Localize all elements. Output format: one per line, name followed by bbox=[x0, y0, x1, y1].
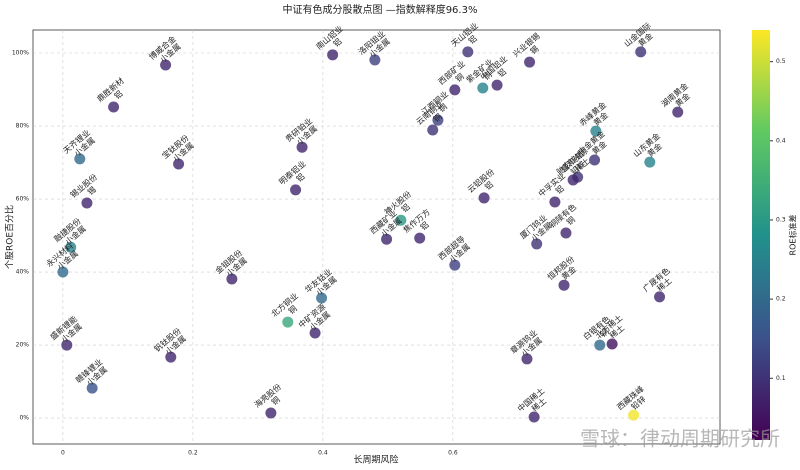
point-label: 南山铝业 bbox=[314, 23, 345, 51]
point bbox=[628, 409, 640, 421]
y-tick-label: 0% bbox=[19, 415, 29, 422]
point bbox=[521, 353, 533, 365]
point bbox=[644, 156, 656, 168]
colorbar-tick-label: 0.1 bbox=[776, 375, 786, 382]
point-label: 鼎胜新材 bbox=[95, 76, 126, 104]
point-sector: 锡 bbox=[529, 44, 541, 56]
y-tick-label: 60% bbox=[16, 196, 30, 203]
point bbox=[81, 197, 93, 209]
point bbox=[654, 291, 666, 303]
point bbox=[524, 56, 536, 68]
x-axis-label: 长周期风险 bbox=[353, 454, 398, 466]
point bbox=[558, 279, 570, 291]
point bbox=[531, 238, 543, 250]
point-label: 中孚实业 bbox=[536, 170, 567, 198]
x-tick-label: 0.2 bbox=[188, 450, 198, 457]
y-tick-label: 100% bbox=[12, 50, 29, 57]
point bbox=[477, 82, 489, 94]
point bbox=[549, 196, 561, 208]
colorbar-label: ROE标准差 bbox=[788, 215, 798, 256]
point-label: 北方铜业 bbox=[269, 291, 300, 319]
point bbox=[265, 407, 277, 419]
point bbox=[567, 174, 579, 186]
y-tick-label: 80% bbox=[16, 123, 30, 130]
point bbox=[414, 232, 426, 244]
point bbox=[491, 79, 503, 91]
point bbox=[369, 54, 381, 66]
point-sector: 锡 bbox=[86, 185, 98, 197]
colorbar-tick-label: 0.4 bbox=[776, 137, 786, 144]
plot-frame bbox=[32, 29, 721, 445]
chart-title: 中证有色成分股散点图 —指数解释度96.3% bbox=[283, 3, 478, 16]
point-label: 明泰铝业 bbox=[277, 158, 308, 186]
point bbox=[462, 46, 474, 58]
point bbox=[594, 339, 606, 351]
point bbox=[449, 84, 461, 96]
y-tick-label: 40% bbox=[16, 269, 30, 276]
point bbox=[74, 153, 86, 165]
watermark: 雪球：律动周期研究所 bbox=[580, 427, 780, 451]
point bbox=[309, 327, 321, 339]
point bbox=[290, 184, 302, 196]
point-label: 西部矿业 bbox=[436, 58, 467, 86]
x-tick-label: 0.4 bbox=[318, 450, 328, 457]
point bbox=[65, 241, 77, 253]
point bbox=[226, 273, 238, 285]
y-axis-label: 个股ROE百分比 bbox=[4, 205, 16, 269]
point-label: 兴业银锡 bbox=[511, 31, 542, 59]
point bbox=[173, 158, 185, 170]
point bbox=[427, 124, 439, 136]
point bbox=[316, 292, 328, 304]
point bbox=[57, 266, 69, 278]
point bbox=[590, 125, 602, 137]
x-tick-label: 0.6 bbox=[448, 450, 458, 457]
colorbar-tick-label: 0.2 bbox=[776, 296, 786, 303]
point bbox=[108, 101, 120, 113]
point bbox=[606, 338, 618, 350]
x-tick-label: 0 bbox=[61, 450, 65, 457]
point bbox=[61, 339, 73, 351]
point-label: 海亮股份 bbox=[252, 381, 283, 409]
point-label: 天山铝业 bbox=[449, 20, 480, 48]
point bbox=[449, 259, 461, 271]
point bbox=[160, 59, 172, 71]
point bbox=[432, 114, 444, 126]
point bbox=[282, 316, 294, 328]
colorbar-tick-label: 0.3 bbox=[776, 216, 786, 223]
y-tick-label: 20% bbox=[16, 342, 30, 349]
point-label: 云铝股份 bbox=[465, 166, 496, 194]
colorbar bbox=[752, 30, 770, 440]
point bbox=[165, 351, 177, 363]
point bbox=[672, 106, 684, 118]
point bbox=[381, 233, 393, 245]
colorbar-tick-label: 0.5 bbox=[776, 58, 786, 65]
point bbox=[560, 227, 572, 239]
point-label: 锡业股份 bbox=[68, 172, 99, 200]
point bbox=[395, 214, 407, 226]
point bbox=[327, 49, 339, 61]
point bbox=[478, 192, 490, 204]
point bbox=[86, 382, 98, 394]
point bbox=[528, 411, 540, 423]
point bbox=[589, 154, 601, 166]
point bbox=[635, 46, 647, 58]
point bbox=[296, 141, 308, 153]
